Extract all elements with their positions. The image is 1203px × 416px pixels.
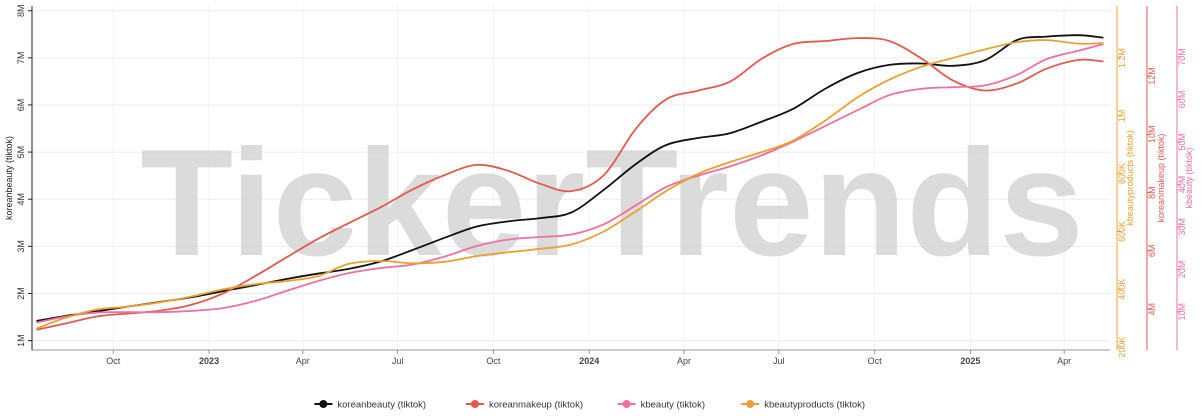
x-tick-label: 2025 (960, 356, 980, 366)
x-tick-label: Jul (392, 356, 404, 366)
y2-tick-label: 200K (1117, 337, 1127, 358)
y1-tick-label: 6M (16, 99, 26, 112)
legend-swatch-dot (471, 400, 479, 408)
y1-tick-label: 1M (16, 334, 26, 347)
x-tick-label: Oct (486, 356, 501, 366)
x-tick-label: Apr (677, 356, 691, 366)
y4-tick-label: 30M (1177, 218, 1187, 236)
y1-tick-label: 7M (16, 52, 26, 65)
legend-label: koreanbeauty (tiktok) (337, 400, 426, 411)
y3-tick-label: 10M (1147, 126, 1157, 144)
y3-tick-label: 6M (1147, 245, 1157, 258)
y1-tick-label: 5M (16, 146, 26, 159)
legend-swatch-dot (319, 400, 328, 408)
series-line-kbeautyproducts (36, 39, 1104, 330)
y4-axis-title: kbeauty (tiktok) (1184, 147, 1194, 208)
legend-item-koreanmakeup: koreanmakeup (tiktok) (466, 400, 583, 411)
y1-tick-label: 3M (16, 240, 26, 253)
y3-axis-title: koreanmakeup (tiktok) (1156, 133, 1166, 222)
y1-axis-title: koreanbeauty (tiktok) (4, 136, 14, 220)
y2-tick-label: 1.2M (1117, 48, 1127, 68)
y1-tick-label: 4M (16, 193, 26, 206)
series-line-kbeauty (36, 43, 1104, 324)
y4-tick-label: 10M (1177, 303, 1187, 321)
grid (32, 6, 1110, 350)
watermark-text: TickerTrends (140, 118, 1083, 288)
y2-tick-label: 1M (1117, 110, 1127, 123)
y1-tick-label: 2M (16, 287, 26, 300)
x-tick-label: Oct (106, 356, 121, 366)
x-tick-label: 2024 (579, 356, 599, 366)
x-tick-label: Oct (868, 356, 883, 366)
legend-label: kbeauty (tiktok) (641, 400, 705, 411)
series-line-koreanmakeup (36, 37, 1104, 331)
legend-item-kbeauty: kbeauty (tiktok) (617, 400, 705, 411)
series-lines (36, 34, 1104, 331)
legend: koreanbeauty (tiktok) koreanmakeup (tikto… (314, 400, 865, 411)
legend-label: kbeautyproducts (tiktok) (764, 400, 865, 411)
y2-tick-label: 800K (1117, 163, 1127, 184)
y2-tick-label: 600K (1117, 221, 1127, 242)
legend-item-kbeautyproducts: kbeautyproducts (tiktok) (741, 400, 865, 411)
y4-tick-label: 60M (1177, 91, 1187, 109)
x-tick-label: Apr (296, 356, 310, 366)
y3-tick-label: 12M (1147, 67, 1157, 85)
y1-tick-label: 8M (16, 4, 26, 17)
legend-item-koreanbeauty: koreanbeauty (tiktok) (314, 400, 426, 411)
y4-tick-label: 40M (1177, 176, 1187, 194)
y4-tick-label: 20M (1177, 261, 1187, 279)
y2-axis-title: kbeautyproducts (tiktok) (1125, 130, 1135, 226)
y3-tick-label: 4M (1147, 303, 1157, 316)
axes: Oct 2023 Apr Jul Oct 2024 Apr Jul Oct 2025 Apr 1M 2M… (4, 4, 1194, 366)
y4-tick-label: 70M (1177, 48, 1187, 66)
legend-swatch-dot (622, 400, 631, 408)
legend-label: koreanmakeup (tiktok) (489, 400, 583, 411)
x-tick-label: Jul (773, 356, 785, 366)
legend-swatch-dot (746, 400, 755, 408)
x-tick-label: 2023 (199, 356, 219, 366)
x-tick-label: Apr (1057, 356, 1071, 366)
y2-tick-label: 400K (1117, 279, 1127, 300)
y3-tick-label: 8M (1147, 186, 1157, 199)
y4-tick-label: 50M (1177, 133, 1187, 151)
